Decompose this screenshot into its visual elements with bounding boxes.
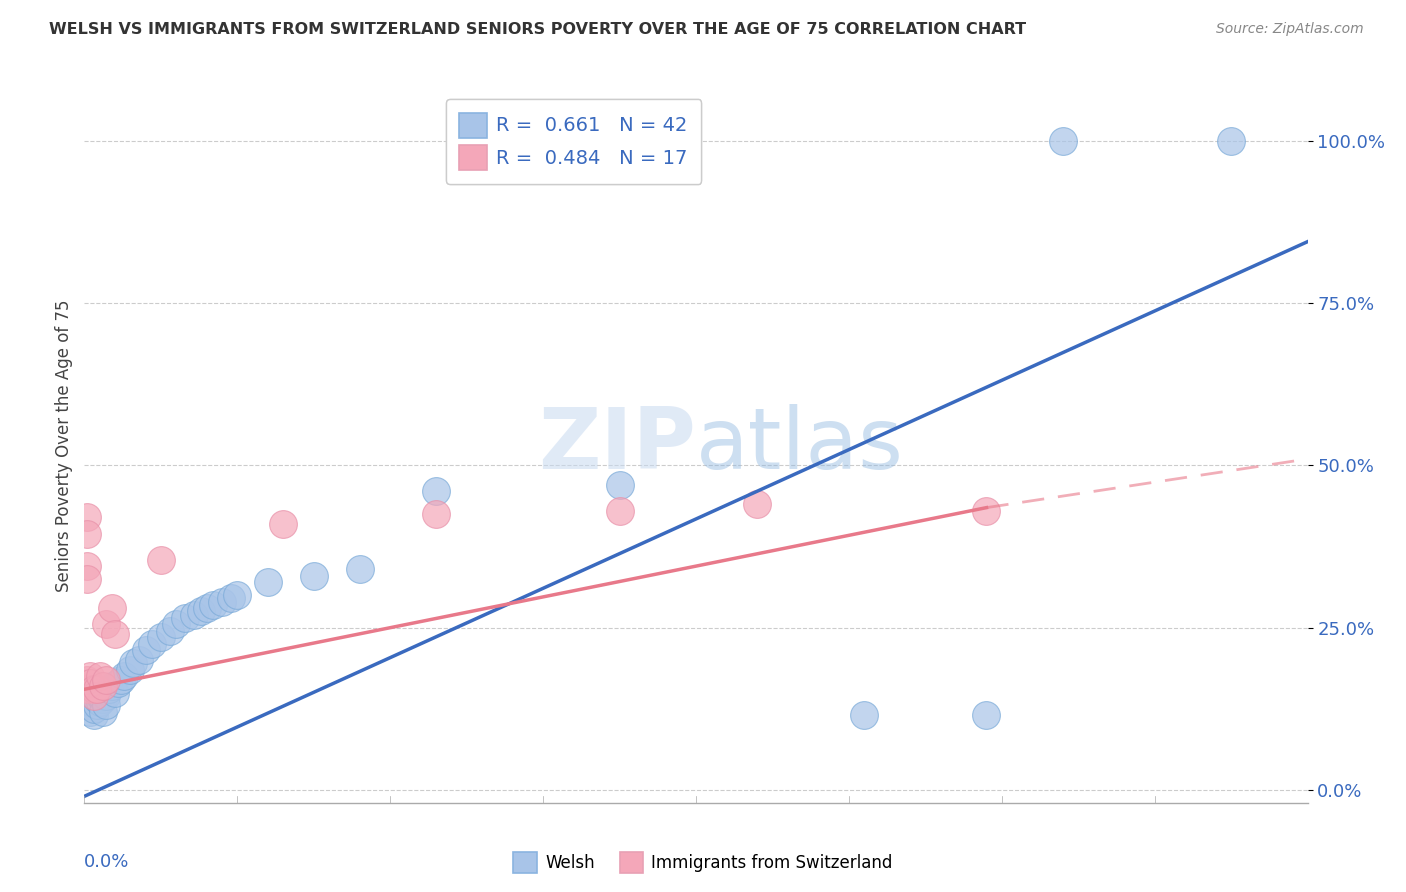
Point [211, 595, 233, 609]
Point [79, 669, 101, 683]
Text: ZIP: ZIP [538, 404, 696, 488]
Point [83, 682, 105, 697]
Point [76, 692, 98, 706]
Point [86, 698, 108, 713]
Point [1052, 134, 1074, 148]
Point [165, 617, 187, 632]
Text: 0.0%: 0.0% [84, 853, 129, 871]
Point [76, 526, 98, 541]
Point [183, 607, 205, 622]
Point [149, 631, 172, 645]
Point [853, 708, 876, 723]
Point [271, 516, 294, 531]
Point [976, 504, 998, 518]
Point [1220, 134, 1243, 148]
Point [76, 572, 98, 586]
Point [257, 575, 280, 590]
Point [76, 559, 98, 574]
Point [79, 675, 101, 690]
Point [86, 692, 108, 706]
Point [101, 679, 124, 693]
Point [609, 504, 631, 518]
Point [89, 695, 111, 709]
Point [195, 601, 218, 615]
Point [89, 689, 111, 703]
Text: atlas: atlas [696, 404, 904, 488]
Point [128, 653, 150, 667]
Point [112, 669, 135, 683]
Point [747, 497, 769, 511]
Point [89, 669, 111, 683]
Point [107, 675, 129, 690]
Point [425, 507, 447, 521]
Point [83, 708, 105, 723]
Point [91, 705, 114, 719]
Legend: Welsh, Immigrants from Switzerland: Welsh, Immigrants from Switzerland [506, 846, 900, 880]
Point [104, 627, 127, 641]
Point [110, 673, 132, 687]
Point [226, 588, 249, 602]
Point [94, 689, 117, 703]
Point [609, 478, 631, 492]
Point [201, 598, 224, 612]
Point [174, 611, 197, 625]
Point [86, 682, 108, 697]
Point [101, 601, 124, 615]
Point [83, 689, 105, 703]
Point [97, 682, 120, 697]
Point [94, 617, 117, 632]
Point [149, 552, 172, 566]
Point [135, 643, 157, 657]
Point [83, 702, 105, 716]
Point [425, 484, 447, 499]
Text: Source: ZipAtlas.com: Source: ZipAtlas.com [1216, 22, 1364, 37]
Point [76, 682, 98, 697]
Point [94, 673, 117, 687]
Y-axis label: Seniors Poverty Over the Age of 75: Seniors Poverty Over the Age of 75 [55, 300, 73, 592]
Point [104, 685, 127, 699]
Point [159, 624, 181, 638]
Point [76, 510, 98, 524]
Point [122, 657, 145, 671]
Point [120, 663, 142, 677]
Point [190, 604, 212, 618]
Text: WELSH VS IMMIGRANTS FROM SWITZERLAND SENIORS POVERTY OVER THE AGE OF 75 CORRELAT: WELSH VS IMMIGRANTS FROM SWITZERLAND SEN… [49, 22, 1026, 37]
Point [91, 692, 114, 706]
Point [94, 698, 117, 713]
Point [91, 679, 114, 693]
Point [302, 568, 325, 582]
Point [349, 562, 371, 576]
Point [76, 673, 98, 687]
Point [79, 695, 101, 709]
Point [976, 708, 998, 723]
Point [219, 591, 242, 606]
Legend: R =  0.661   N = 42, R =  0.484   N = 17: R = 0.661 N = 42, R = 0.484 N = 17 [446, 99, 702, 184]
Point [141, 637, 163, 651]
Point [76, 698, 98, 713]
Point [79, 705, 101, 719]
